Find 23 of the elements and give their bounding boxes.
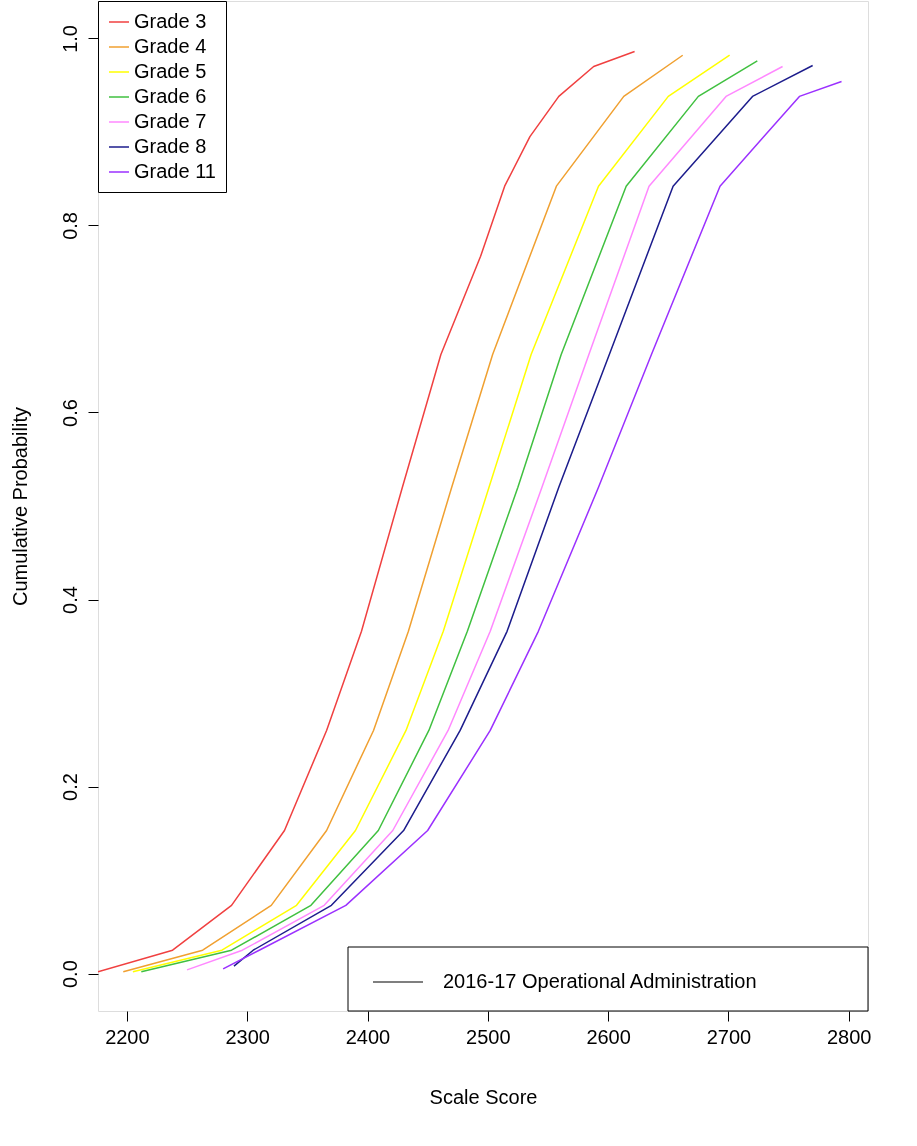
legend-label: Grade 7: [134, 110, 207, 132]
x-tick-label: 2300: [225, 1025, 270, 1048]
x-tick-label: 2800: [827, 1025, 872, 1048]
y-tick-label: 0.2: [58, 773, 81, 801]
x-tick-label: 2700: [706, 1025, 752, 1048]
x-tick-label: 2400: [345, 1025, 391, 1048]
x-axis-title: Scale Score: [429, 1085, 538, 1108]
y-tick-label: 0.6: [58, 399, 81, 427]
y-tick-label: 0.8: [58, 212, 81, 240]
legend-label: Grade 5: [134, 60, 207, 82]
legend-label: Grade 6: [134, 85, 207, 107]
x-tick-label: 2600: [586, 1025, 631, 1048]
y-tick-label: 1.0: [58, 25, 81, 53]
x-tick-label: 2500: [466, 1025, 511, 1048]
annotation: 2016-17 Operational Administration: [443, 970, 757, 992]
x-tick-label: 2200: [105, 1025, 150, 1048]
legend-label: Grade 3: [134, 10, 207, 32]
y-tick-label: 0.4: [58, 586, 81, 614]
y-tick-label: 0.0: [58, 960, 81, 988]
legend-label: Grade 8: [134, 135, 207, 157]
y-axis-title: Cumulative Probability: [8, 407, 31, 606]
legend-label: Grade 4: [134, 35, 207, 57]
legend-label: Grade 11: [134, 160, 216, 182]
